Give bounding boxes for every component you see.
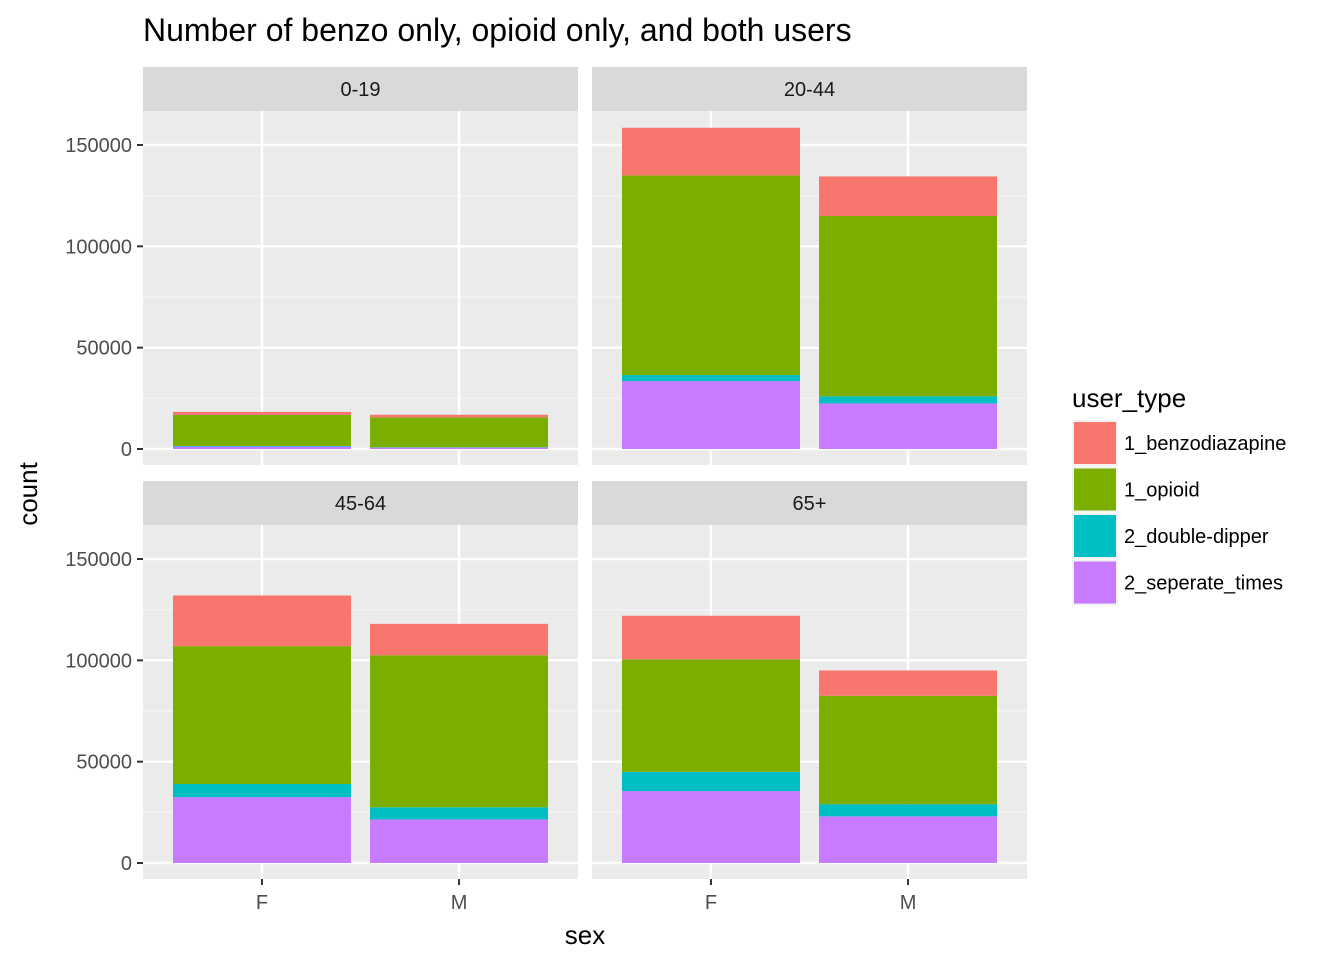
legend-swatch: [1074, 515, 1116, 557]
bar-stack-M: [819, 670, 998, 863]
y-tick-label: 0: [121, 439, 132, 461]
bar-segment-1_opioid: [172, 414, 351, 446]
bar-segment-2_double-dipper: [172, 783, 351, 798]
bar-segment-2_double-dipper: [621, 771, 800, 792]
legend-item-2_seperate_times: 2_seperate_times: [1072, 559, 1283, 606]
y-tick-label: 50000: [76, 752, 132, 774]
facet-panels: 0-19 20-44 45-64 65+: [143, 67, 1027, 879]
bar-segment-1_benzodiazapine: [819, 176, 998, 216]
chart-title: Number of benzo only, opioid only, and b…: [143, 12, 852, 48]
y-tick-label: 50000: [76, 338, 132, 360]
facet-panel-20-44: 20-44: [592, 67, 1027, 465]
legend-title: user_type: [1072, 383, 1186, 413]
bar-segment-2_seperate_times: [621, 791, 800, 863]
bar-segment-2_double-dipper: [172, 445, 351, 447]
x-tick-label: F: [705, 892, 717, 914]
legend-label: 2_seperate_times: [1124, 573, 1283, 595]
bar-stack-M: [819, 176, 998, 449]
bar-segment-1_benzodiazapine: [172, 411, 351, 415]
facet-panel-65+: 65+: [592, 481, 1027, 879]
bar-segment-2_double-dipper: [819, 804, 998, 817]
facet-strip-label: 20-44: [784, 79, 835, 101]
bar-segment-1_opioid: [370, 417, 549, 448]
bar-segment-1_opioid: [621, 659, 800, 772]
bar-segment-2_seperate_times: [819, 816, 998, 863]
x-tick-label: F: [256, 892, 268, 914]
facet-strip: [143, 67, 578, 111]
bar-segment-2_seperate_times: [172, 797, 351, 863]
bar-segment-1_opioid: [172, 646, 351, 784]
bar-segment-1_opioid: [819, 695, 998, 805]
legend-item-2_double-dipper: 2_double-dipper: [1072, 513, 1269, 559]
panel-background: [143, 111, 578, 465]
y-tick-label: 0: [121, 853, 132, 875]
legend-label: 1_benzodiazapine: [1124, 433, 1286, 455]
bar-segment-1_benzodiazapine: [621, 615, 800, 660]
facet-strip: [592, 67, 1027, 111]
facet-strip-label: 65+: [793, 493, 827, 515]
bar-segment-2_seperate_times: [621, 381, 800, 449]
bar-segment-1_benzodiazapine: [370, 414, 549, 418]
bar-segment-2_double-dipper: [370, 807, 549, 820]
y-axis-title: count: [13, 461, 43, 525]
legend-item-1_benzodiazapine: 1_benzodiazapine: [1072, 420, 1286, 466]
bar-stack-F: [172, 595, 351, 863]
facet-strip-label: 45-64: [335, 493, 386, 515]
y-tick-label: 100000: [65, 236, 132, 258]
bar-segment-2_seperate_times: [370, 447, 549, 449]
bar-stack-F: [621, 615, 800, 863]
bar-segment-2_seperate_times: [819, 403, 998, 449]
bar-stack-F: [172, 411, 351, 449]
bar-segment-1_benzodiazapine: [370, 623, 549, 656]
facet-strip: [592, 481, 1027, 525]
bar-segment-2_seperate_times: [172, 446, 351, 449]
facet-panel-0-19: 0-19: [143, 67, 578, 465]
legend-swatch: [1074, 422, 1116, 464]
bar-segment-2_double-dipper: [621, 375, 800, 382]
bar-segment-2_double-dipper: [819, 396, 998, 404]
bar-segment-2_seperate_times: [370, 819, 549, 863]
legend-swatch: [1074, 468, 1116, 511]
facet-panel-45-64: 45-64: [143, 481, 578, 879]
bar-segment-1_benzodiazapine: [621, 127, 800, 176]
legend-item-1_opioid: 1_opioid: [1072, 466, 1200, 513]
legend-label: 1_opioid: [1124, 480, 1200, 502]
bar-stack-M: [370, 414, 549, 449]
facet-strip-label: 0-19: [340, 79, 380, 101]
bar-segment-1_opioid: [819, 215, 998, 397]
bar-segment-1_benzodiazapine: [819, 670, 998, 696]
y-tick-label: 150000: [65, 135, 132, 157]
y-tick-label: 150000: [65, 549, 132, 571]
y-tick-label: 100000: [65, 650, 132, 672]
bar-stack-M: [370, 623, 549, 863]
y-axis: 0 50000 100000 150000 0 50000 100000 150000: [65, 135, 143, 875]
legend-swatch: [1074, 561, 1116, 604]
bar-segment-1_opioid: [370, 655, 549, 808]
bar-segment-1_opioid: [621, 175, 800, 376]
facet-strip: [143, 481, 578, 525]
legend: user_type 1_benzodiazapine 1_opioid 2_doub…: [1072, 383, 1286, 606]
bar-stack-F: [621, 127, 800, 449]
legend-label: 2_double-dipper: [1124, 526, 1269, 548]
x-tick-label: M: [900, 892, 917, 914]
x-tick-label: M: [451, 892, 468, 914]
x-axis-title: sex: [565, 920, 605, 950]
bar-segment-1_benzodiazapine: [172, 595, 351, 647]
